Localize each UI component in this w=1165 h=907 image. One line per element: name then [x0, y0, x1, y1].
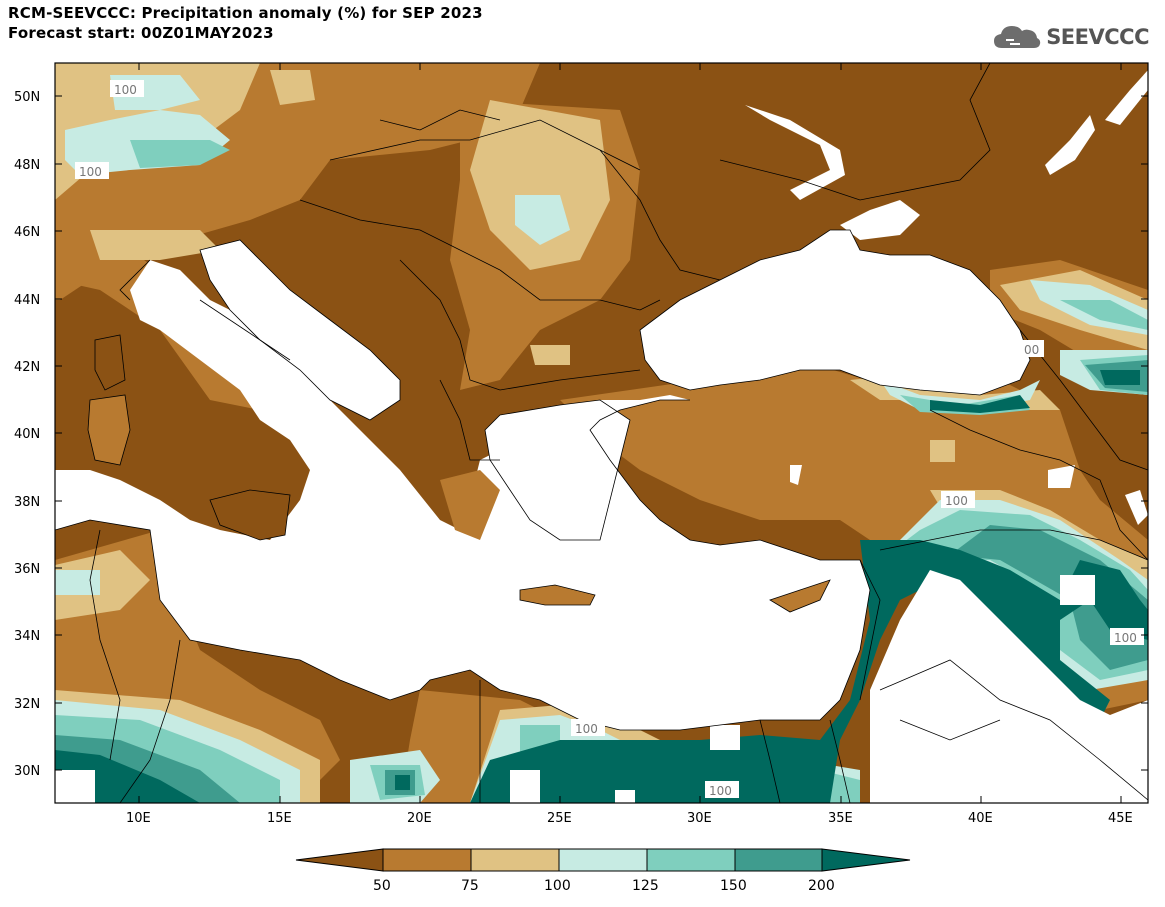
colorbar-segment	[821, 848, 911, 872]
colorbar-segment	[470, 848, 560, 872]
adriatic-sea	[200, 240, 400, 420]
colorbar-label: 75	[461, 878, 479, 894]
colorbar-segment	[382, 848, 472, 872]
mediterranean-sea	[55, 260, 870, 730]
lon-tick-label: 15E	[267, 811, 292, 826]
lat-tick-label: 42N	[14, 360, 40, 375]
colorbar-segment	[734, 848, 823, 872]
colorbar-segment	[558, 848, 648, 872]
lat-tick-label: 36N	[14, 562, 40, 577]
colorbar-segment	[646, 848, 736, 872]
colorbar-label: 150	[720, 878, 747, 894]
lat-tick-label: 44N	[14, 293, 40, 308]
lon-tick-label: 45E	[1108, 811, 1133, 826]
lon-tick-label: 40E	[968, 811, 993, 826]
contour-label: 100	[575, 722, 598, 736]
colorbar: 50 75 100 125 150 200	[295, 848, 911, 894]
colorbar-label: 200	[808, 878, 835, 894]
lon-tick-label: 35E	[828, 811, 853, 826]
lat-tick-label: 40N	[14, 427, 40, 442]
lat-tick-label: 48N	[14, 158, 40, 173]
contour-label: 100	[114, 83, 137, 97]
lat-tick-label: 34N	[14, 629, 40, 644]
contour-label: 00	[1024, 343, 1039, 357]
colorbar-segment	[295, 848, 384, 872]
forecast-start-label: Forecast start: 00Z01MAY2023	[8, 24, 274, 42]
anomaly-field	[55, 63, 1148, 803]
colorbar-label: 100	[544, 878, 571, 894]
logo-text: SEEVCCC	[1046, 25, 1149, 49]
borders	[55, 63, 1148, 803]
cloud-icon	[994, 26, 1041, 48]
contour-labels: 100 100 100 100 100 100 00	[75, 80, 1144, 798]
lon-tick-label: 20E	[407, 811, 432, 826]
colorbar-label: 125	[632, 878, 659, 894]
lon-tick-label: 10E	[126, 811, 151, 826]
seevccc-logo: SEEVCCC	[992, 22, 1149, 52]
lat-tick-label: 50N	[14, 90, 40, 105]
lat-axis: 50N 48N 46N 44N 42N 40N 38N 36N 34N 32N …	[14, 90, 1148, 779]
contour-label: 100	[709, 784, 732, 798]
azov-sea	[840, 200, 920, 240]
lon-axis: 10E 15E 20E 25E 30E 35E 40E 45E	[126, 63, 1133, 826]
lat-tick-label: 46N	[14, 225, 40, 240]
map-title: RCM-SEEVCCC: Precipitation anomaly (%) f…	[8, 4, 483, 22]
contour-label: 100	[1114, 631, 1137, 645]
lat-tick-label: 32N	[14, 697, 40, 712]
lat-tick-label: 30N	[14, 764, 40, 779]
contour-label: 100	[945, 494, 968, 508]
colorbar-label: 50	[373, 878, 391, 894]
lat-tick-label: 38N	[14, 495, 40, 510]
lon-tick-label: 25E	[547, 811, 572, 826]
contour-label: 100	[79, 165, 102, 179]
lon-tick-label: 30E	[687, 811, 712, 826]
